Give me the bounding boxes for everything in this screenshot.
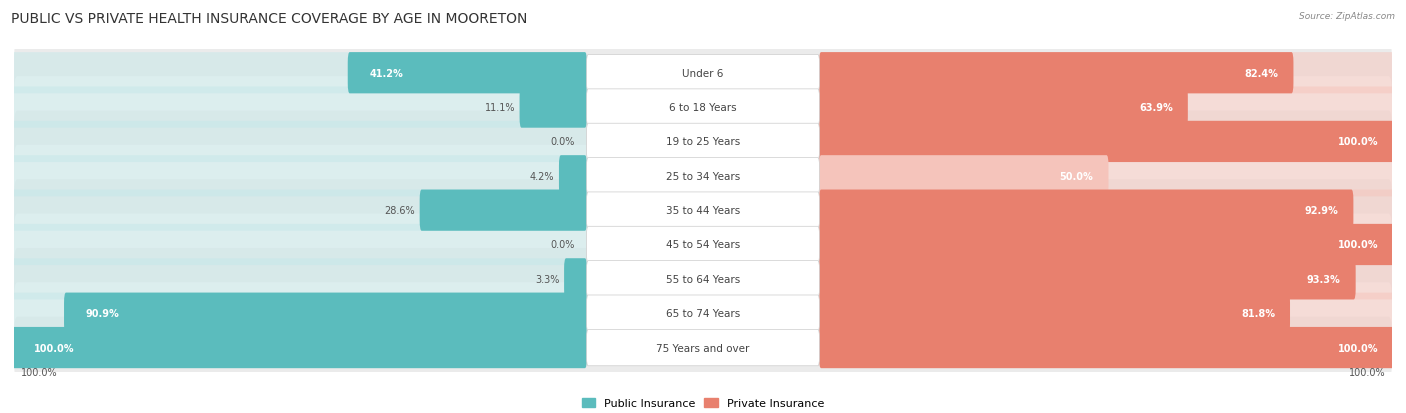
FancyBboxPatch shape: [347, 53, 586, 94]
FancyBboxPatch shape: [586, 90, 820, 126]
FancyBboxPatch shape: [564, 259, 586, 300]
FancyBboxPatch shape: [820, 259, 1355, 300]
Text: Under 6: Under 6: [682, 69, 724, 78]
Text: 63.9%: 63.9%: [1139, 103, 1173, 113]
FancyBboxPatch shape: [820, 224, 1393, 266]
FancyBboxPatch shape: [820, 87, 1393, 128]
FancyBboxPatch shape: [13, 87, 586, 128]
Text: 19 to 25 Years: 19 to 25 Years: [666, 137, 740, 147]
Text: 0.0%: 0.0%: [551, 240, 575, 250]
FancyBboxPatch shape: [586, 227, 820, 263]
FancyBboxPatch shape: [13, 224, 586, 266]
FancyBboxPatch shape: [820, 156, 1393, 197]
Text: 90.9%: 90.9%: [86, 309, 120, 318]
Text: PUBLIC VS PRIVATE HEALTH INSURANCE COVERAGE BY AGE IN MOORETON: PUBLIC VS PRIVATE HEALTH INSURANCE COVER…: [11, 12, 527, 26]
FancyBboxPatch shape: [586, 55, 820, 92]
FancyBboxPatch shape: [586, 158, 820, 195]
Text: 82.4%: 82.4%: [1244, 69, 1278, 78]
Text: 28.6%: 28.6%: [384, 206, 415, 216]
Text: 35 to 44 Years: 35 to 44 Years: [666, 206, 740, 216]
FancyBboxPatch shape: [13, 156, 586, 197]
FancyBboxPatch shape: [820, 53, 1393, 94]
FancyBboxPatch shape: [14, 180, 1392, 242]
FancyBboxPatch shape: [820, 87, 1188, 128]
FancyBboxPatch shape: [14, 43, 1392, 104]
FancyBboxPatch shape: [586, 295, 820, 332]
FancyBboxPatch shape: [520, 87, 586, 128]
FancyBboxPatch shape: [820, 293, 1291, 334]
Text: 55 to 64 Years: 55 to 64 Years: [666, 274, 740, 284]
Text: 3.3%: 3.3%: [536, 274, 560, 284]
Text: 45 to 54 Years: 45 to 54 Years: [666, 240, 740, 250]
FancyBboxPatch shape: [820, 327, 1393, 368]
Text: 93.3%: 93.3%: [1306, 274, 1340, 284]
Text: 4.2%: 4.2%: [530, 171, 554, 181]
Text: 100.0%: 100.0%: [1339, 343, 1379, 353]
Text: 100.0%: 100.0%: [21, 367, 58, 377]
FancyBboxPatch shape: [560, 156, 586, 197]
FancyBboxPatch shape: [65, 293, 586, 334]
FancyBboxPatch shape: [14, 248, 1392, 310]
Text: 25 to 34 Years: 25 to 34 Years: [666, 171, 740, 181]
Text: 100.0%: 100.0%: [1339, 240, 1379, 250]
FancyBboxPatch shape: [586, 192, 820, 229]
Text: 41.2%: 41.2%: [370, 69, 404, 78]
FancyBboxPatch shape: [820, 293, 1393, 334]
Text: 100.0%: 100.0%: [1348, 367, 1385, 377]
FancyBboxPatch shape: [820, 259, 1393, 300]
Text: 50.0%: 50.0%: [1060, 171, 1094, 181]
FancyBboxPatch shape: [820, 224, 1393, 266]
Text: 75 Years and over: 75 Years and over: [657, 343, 749, 353]
Text: 92.9%: 92.9%: [1305, 206, 1339, 216]
Text: Source: ZipAtlas.com: Source: ZipAtlas.com: [1299, 12, 1395, 21]
FancyBboxPatch shape: [820, 190, 1354, 231]
FancyBboxPatch shape: [14, 145, 1392, 207]
Text: 100.0%: 100.0%: [34, 343, 75, 353]
FancyBboxPatch shape: [586, 124, 820, 160]
FancyBboxPatch shape: [586, 330, 820, 366]
Text: 100.0%: 100.0%: [1339, 137, 1379, 147]
Text: 11.1%: 11.1%: [485, 103, 515, 113]
FancyBboxPatch shape: [14, 282, 1392, 344]
FancyBboxPatch shape: [419, 190, 586, 231]
FancyBboxPatch shape: [820, 121, 1393, 163]
FancyBboxPatch shape: [13, 53, 586, 94]
FancyBboxPatch shape: [13, 327, 586, 368]
FancyBboxPatch shape: [13, 190, 586, 231]
FancyBboxPatch shape: [13, 259, 586, 300]
FancyBboxPatch shape: [820, 327, 1393, 368]
FancyBboxPatch shape: [820, 121, 1393, 163]
FancyBboxPatch shape: [14, 214, 1392, 276]
FancyBboxPatch shape: [14, 77, 1392, 139]
Text: 81.8%: 81.8%: [1241, 309, 1275, 318]
Text: 6 to 18 Years: 6 to 18 Years: [669, 103, 737, 113]
Text: 65 to 74 Years: 65 to 74 Years: [666, 309, 740, 318]
FancyBboxPatch shape: [13, 121, 586, 163]
Legend: Public Insurance, Private Insurance: Public Insurance, Private Insurance: [582, 398, 824, 408]
FancyBboxPatch shape: [14, 317, 1392, 379]
FancyBboxPatch shape: [820, 53, 1294, 94]
FancyBboxPatch shape: [14, 111, 1392, 173]
FancyBboxPatch shape: [13, 293, 586, 334]
FancyBboxPatch shape: [586, 261, 820, 297]
FancyBboxPatch shape: [820, 190, 1393, 231]
FancyBboxPatch shape: [820, 156, 1108, 197]
Text: 0.0%: 0.0%: [551, 137, 575, 147]
FancyBboxPatch shape: [13, 327, 586, 368]
